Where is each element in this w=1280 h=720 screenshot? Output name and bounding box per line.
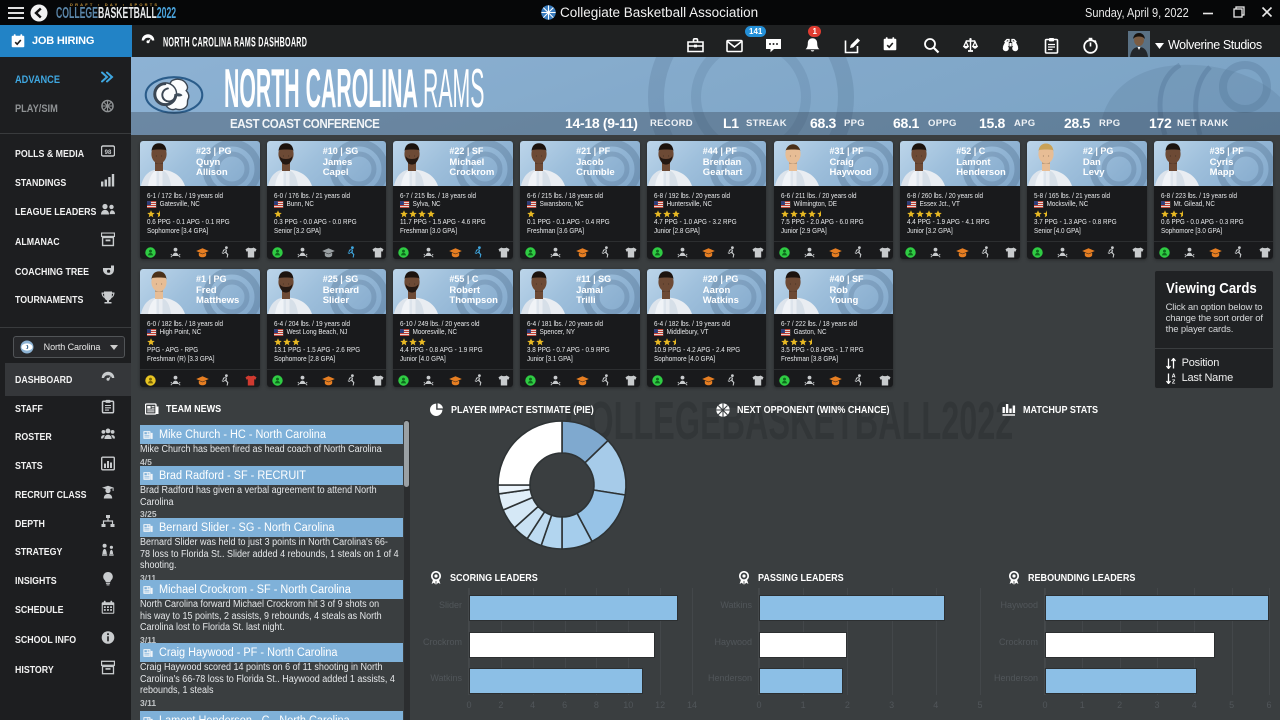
- svg-text:98: 98: [105, 150, 112, 156]
- svg-text:Z: Z: [1172, 379, 1176, 384]
- svg-text:A: A: [1171, 373, 1175, 379]
